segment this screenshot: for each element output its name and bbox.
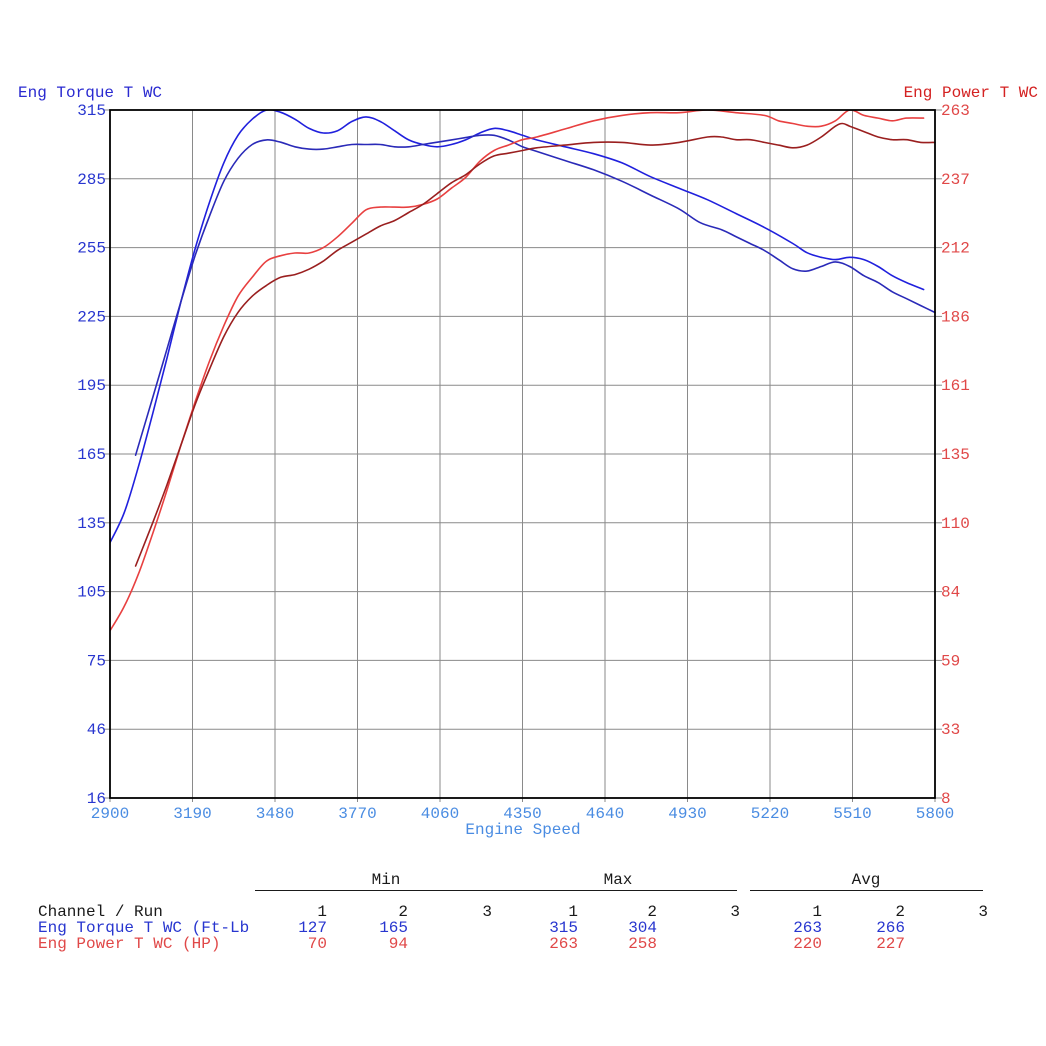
x-axis-tick-label: 4640 [586,805,624,823]
curve-series-3 [110,109,925,632]
avg-underline [750,890,983,891]
table-group-header-min: Min [371,871,401,889]
curve-series-4 [134,122,936,567]
run-header-max-1: 1 [568,903,578,921]
right-axis-tick-label: 59 [941,652,960,670]
x-axis-tick-label: 3190 [173,805,211,823]
right-axis-tick-label: 161 [941,377,970,395]
run-header-min-3: 3 [482,903,492,921]
right-axis-tick-label: 263 [941,102,970,120]
x-axis-tick-label: 3770 [338,805,376,823]
right-axis-tick-label: 33 [941,721,960,739]
x-axis-tick-label: 4350 [503,805,541,823]
right-axis-tick-label: 8 [941,790,951,808]
left-axis-tick-label: 105 [77,584,106,602]
table-cell-max-run1: 263 [549,935,578,953]
table-cell-min-run2: 165 [379,919,408,937]
x-axis-tick-label: 2900 [91,805,129,823]
right-axis-tick-label: 84 [941,584,960,602]
right-axis-tick-label: 135 [941,446,970,464]
table-row-label: Eng Torque T WC (Ft-Lb [38,919,250,937]
left-axis-tick-label: 135 [77,515,106,533]
left-axis-tick-label: 16 [87,790,106,808]
table-cell-avg-run1: 263 [793,919,822,937]
table-row-label: Eng Power T WC (HP) [38,935,221,953]
min-underline [255,890,517,891]
left-axis-tick-label: 75 [87,652,106,670]
max-underline [500,890,737,891]
table-cell-min-run1: 70 [307,935,327,953]
x-axis-tick-label: 5510 [833,805,871,823]
left-axis-tick-label: 315 [77,102,106,120]
x-axis-tick-label: 3480 [256,805,294,823]
x-axis-title: Engine Speed [465,821,581,839]
table-cell-avg-run1: 220 [793,935,822,953]
left-axis-tick-label: 285 [77,171,106,189]
plot-border [109,109,936,799]
left-axis-tick-label: 225 [77,308,106,326]
right-axis-tick-label: 237 [941,171,970,189]
left-axis-title: Eng Torque T WC [18,84,163,102]
table-channel-header: Channel / Run [38,903,163,921]
x-axis-tick-label: 4060 [421,805,459,823]
table-group-header-avg: Avg [851,871,881,889]
run-header-max-3: 3 [730,903,740,921]
table-cell-avg-run2: 266 [876,919,905,937]
table-cell-max-run2: 304 [628,919,657,937]
left-axis-tick-label: 255 [77,240,106,258]
run-header-avg-3: 3 [978,903,988,921]
curve-series-1 [110,109,925,544]
table-cell-min-run2: 94 [388,935,408,953]
run-header-min-1: 1 [317,903,327,921]
x-axis-tick-label: 5220 [751,805,789,823]
run-header-avg-2: 2 [895,903,905,921]
curve-series-2 [134,134,936,456]
right-axis-tick-label: 110 [941,515,970,533]
run-header-min-2: 2 [398,903,408,921]
left-axis-tick-label: 165 [77,446,106,464]
table-cell-max-run2: 258 [628,935,657,953]
left-axis-tick-label: 46 [87,721,106,739]
x-axis-tick-label: 5800 [916,805,954,823]
right-axis-tick-label: 186 [941,308,970,326]
right-axis-tick-label: 212 [941,240,970,258]
run-header-avg-1: 1 [812,903,822,921]
table-cell-avg-run2: 227 [876,935,905,953]
x-axis-tick-label: 4930 [668,805,706,823]
left-axis-tick-label: 195 [77,377,106,395]
table-cell-min-run1: 127 [298,919,327,937]
table-group-header-max: Max [603,871,633,889]
run-header-max-2: 2 [647,903,657,921]
table-cell-max-run1: 315 [549,919,578,937]
right-axis-title: Eng Power T WC [903,84,1038,102]
